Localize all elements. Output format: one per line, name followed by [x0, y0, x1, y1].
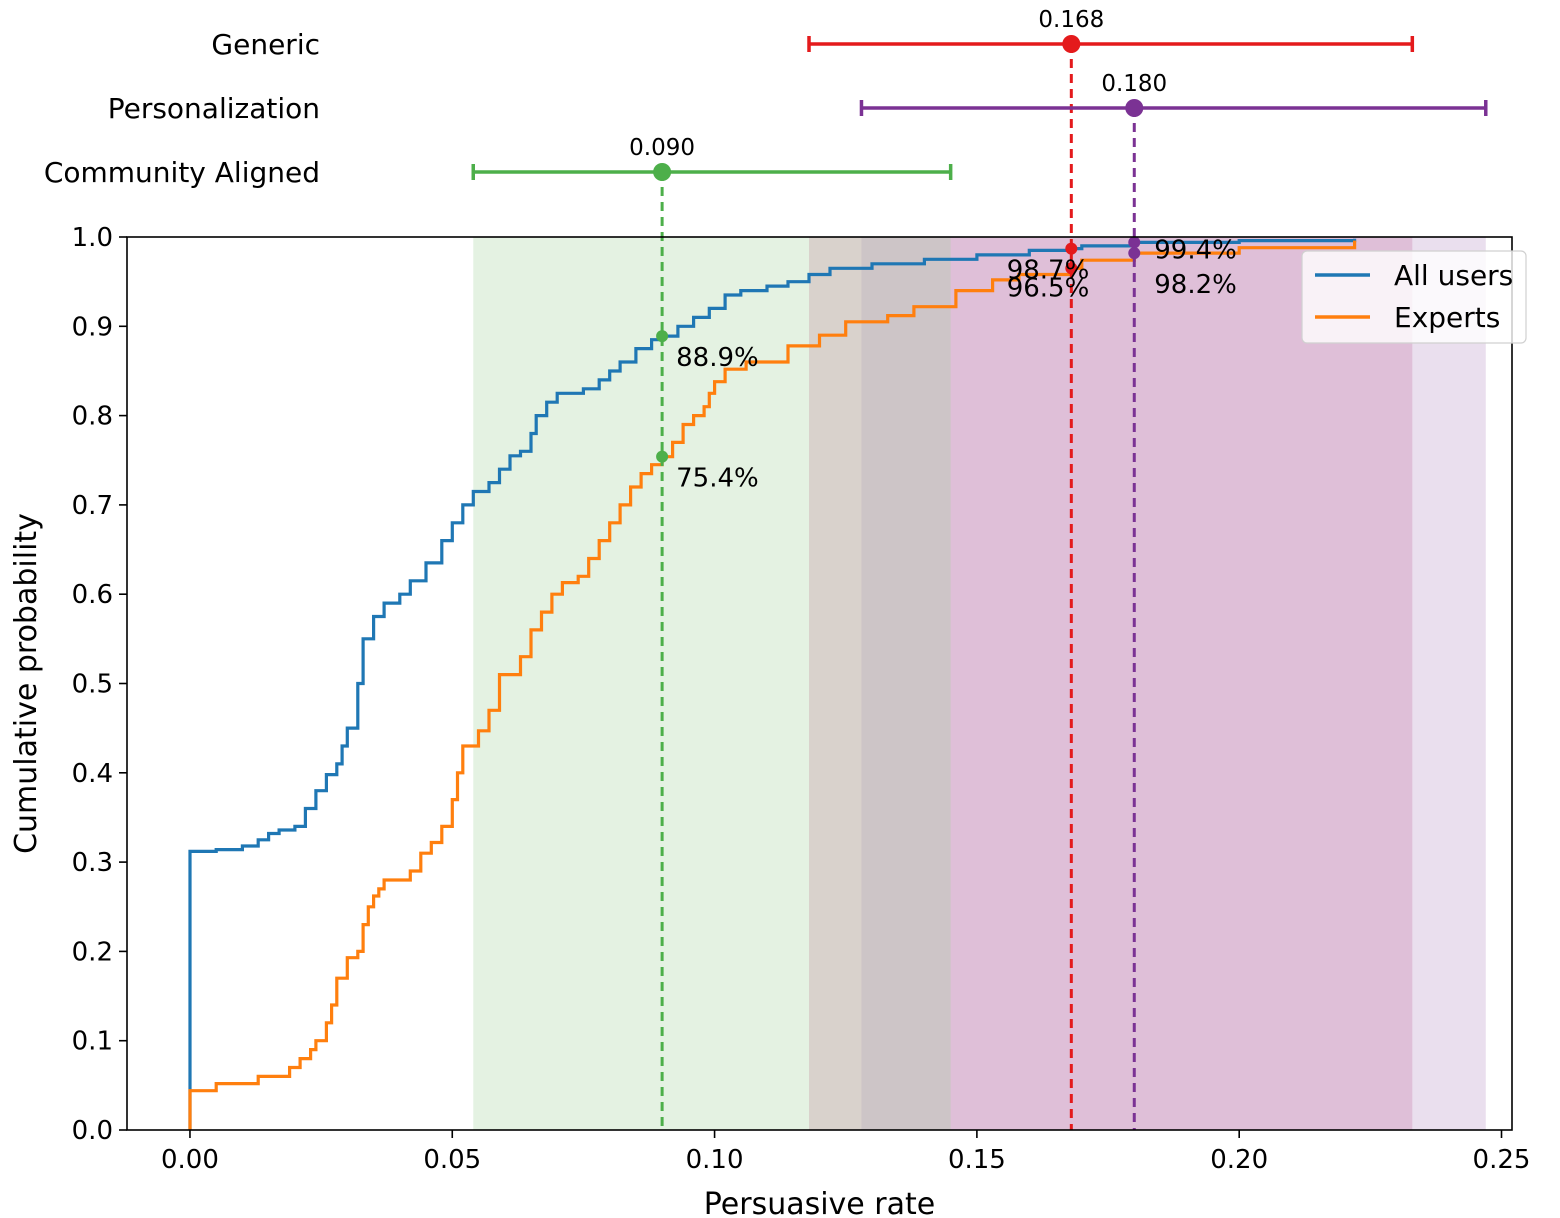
interval-point-2: [653, 163, 672, 181]
interval-band-0: [809, 237, 1413, 1130]
y-tick-label-2: 0.2: [72, 937, 113, 967]
y-tick-label-8: 0.8: [72, 402, 113, 432]
y-tick-label-10: 1.0: [72, 223, 113, 253]
y-tick-label-9: 0.9: [72, 312, 113, 342]
annotation-label-0: 88.9%: [676, 343, 759, 373]
interval-panel: Generic 0.168 Personalization 0.180 Communit…: [44, 7, 1488, 189]
annotation-label-1: 75.4%: [676, 464, 759, 494]
annotation-labels: 88.9% 75.4% 98.7%96.5% 99.4% 98.2%: [676, 235, 1237, 493]
x-tick-label-2: 0.10: [686, 1145, 744, 1175]
guide-lines: [660, 44, 1136, 1130]
annotation-label-2: 98.7%: [1007, 256, 1090, 286]
x-tick-label-1: 0.05: [423, 1145, 481, 1175]
annotation-label-4: 99.4%: [1154, 235, 1237, 265]
interval-bands: [473, 237, 1486, 1130]
interval-estimate-0: 0.168: [1038, 7, 1104, 33]
cdf-series: [188, 238, 1357, 1130]
interval-point-1: [1125, 99, 1144, 117]
annotation-point-4: [1128, 236, 1141, 249]
annotation-point-1: [656, 450, 669, 463]
y-axis: 0.0 0.1 0.2 0.3 0.4 0.5 0.6 0.7 0.8 0.9 1.0: [72, 223, 127, 1146]
x-tick-label-3: 0.15: [948, 1145, 1006, 1175]
y-tick-label-0: 0.0: [72, 1116, 113, 1146]
series-line-1: [188, 240, 1357, 1130]
annotation-point-3: [1065, 262, 1078, 275]
interval-point-0: [1062, 35, 1081, 53]
annotation-point-2: [1065, 242, 1078, 255]
x-tick-label-5: 0.25: [1473, 1145, 1531, 1175]
interval-band-1: [861, 237, 1486, 1130]
y-tick-label-3: 0.3: [72, 848, 113, 878]
legend-label-0: All users: [1394, 259, 1513, 292]
interval-name-2: Community Aligned: [44, 156, 320, 189]
y-tick-label-6: 0.6: [72, 580, 113, 610]
annotation-label-3: 96.5%: [1007, 273, 1090, 303]
annotation-point-0: [656, 330, 669, 343]
legend: All users Experts: [1301, 250, 1527, 344]
x-axis: 0.00 0.05 0.10 0.15 0.20 0.25: [161, 1130, 1530, 1175]
y-tick-label-1: 0.1: [72, 1027, 113, 1057]
y-axis-title: Cumulative probability: [9, 513, 44, 854]
y-tick-label-5: 0.5: [72, 670, 113, 700]
x-axis-title: Persuasive rate: [704, 1187, 936, 1218]
y-tick-label-7: 0.7: [72, 491, 113, 521]
interval-name-1: Personalization: [108, 92, 320, 125]
series-line-0: [188, 238, 1357, 1130]
interval-estimate-1: 0.180: [1101, 71, 1167, 97]
x-tick-label-0: 0.00: [161, 1145, 219, 1175]
interval-estimate-2: 0.090: [629, 135, 695, 161]
legend-label-1: Experts: [1394, 301, 1500, 334]
y-tick-label-4: 0.4: [72, 759, 113, 789]
annotation-label-5: 98.2%: [1154, 270, 1237, 300]
interval-band-2: [473, 237, 951, 1130]
x-tick-label-4: 0.20: [1210, 1145, 1268, 1175]
annotation-point-5: [1128, 247, 1141, 260]
interval-name-0: Generic: [211, 28, 320, 61]
annotation-markers: [656, 236, 1141, 463]
